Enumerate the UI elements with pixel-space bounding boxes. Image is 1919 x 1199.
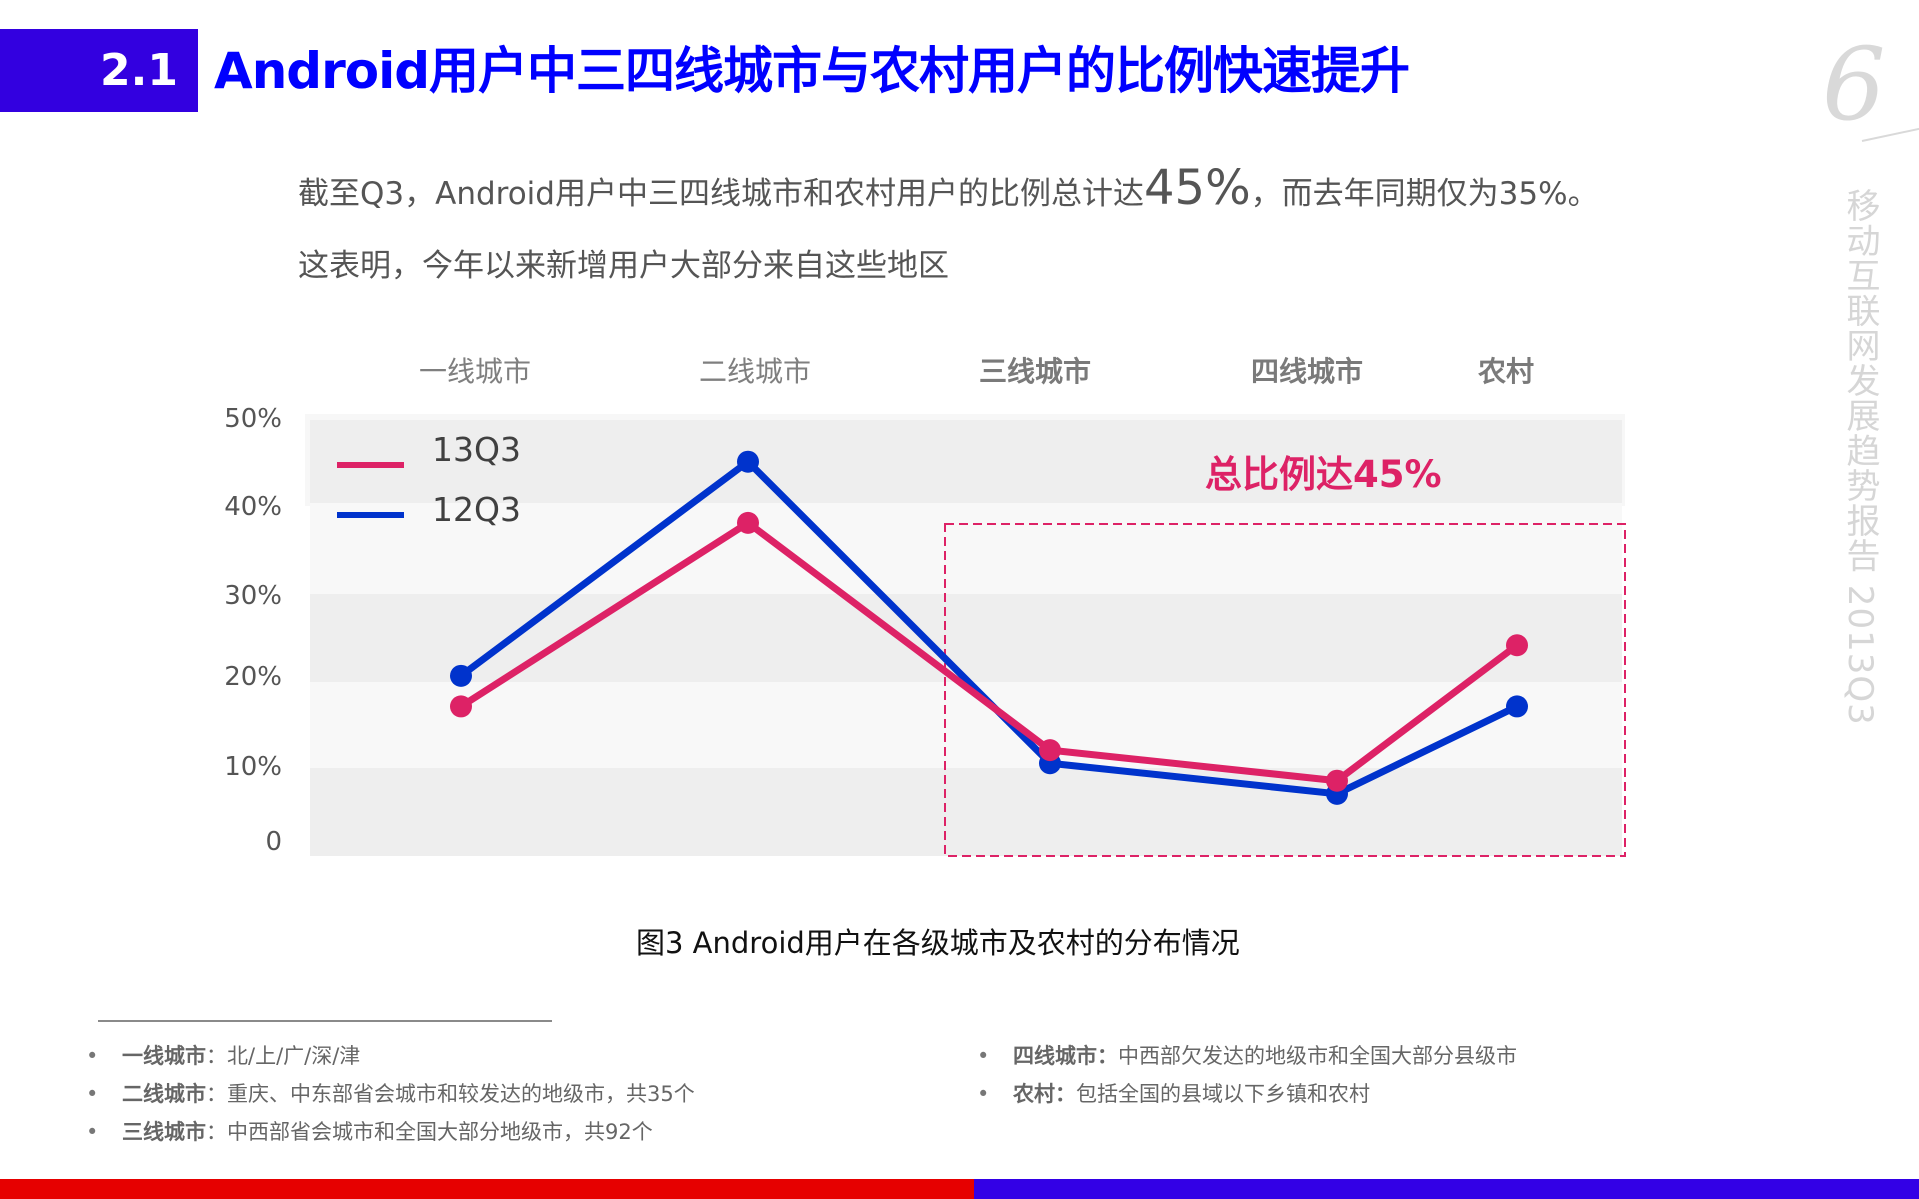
bullet-icon: •: [86, 1082, 99, 1106]
footnote-key: 一线城市: [122, 1044, 206, 1068]
page-number: 6: [1822, 26, 1886, 143]
footnote-tier1: • 一线城市：北/上/广/深/津: [86, 1040, 360, 1070]
summary-line-1: 截至Q3，Android用户中三四线城市和农村用户的比例总计达45%，而去年同期…: [298, 160, 1599, 216]
footnote-text: ：北/上/广/深/津: [206, 1044, 361, 1068]
footnote-text: 中西部欠发达的地级市和全国大部分县级市: [1118, 1044, 1517, 1068]
bullet-icon: •: [977, 1082, 990, 1106]
summary-highlight: 45%: [1143, 160, 1251, 216]
footnote-key: 二线城市: [122, 1082, 206, 1106]
bullet-icon: •: [977, 1044, 990, 1068]
y-tick-0: 0: [265, 827, 282, 857]
y-tick-30: 30%: [224, 581, 282, 611]
footer-bar-red: [0, 1179, 974, 1199]
footnote-tier4: • 四线城市：中西部欠发达的地级市和全国大部分县级市: [977, 1040, 1517, 1070]
footnote-key: 四线城市：: [1013, 1044, 1118, 1068]
summary-suffix: ，而去年同期仅为35%。: [1250, 176, 1599, 212]
series-lines: [450, 450, 1528, 805]
data-point: [1506, 634, 1528, 657]
highlight-box: [944, 523, 1626, 857]
report-side-title: 移动互联网发展趋势报告 2013Q3: [1840, 188, 1880, 726]
footnote-divider: [98, 1020, 552, 1022]
y-tick-20: 20%: [224, 662, 282, 692]
chart-background-bands: [305, 414, 1625, 856]
y-tick-10: 10%: [224, 752, 282, 782]
bullet-icon: •: [86, 1120, 99, 1144]
footnote-text: 包括全国的县域以下乡镇和农村: [1076, 1082, 1370, 1106]
summary-prefix: 截至Q3，Android用户中三四线城市和农村用户的比例总计达: [298, 176, 1144, 212]
category-label-tier2: 二线城市: [698, 355, 812, 388]
footnote-tier3: • 三线城市：中西部省会城市和全国大部分地级市，共92个: [86, 1116, 653, 1146]
data-point: [450, 664, 472, 687]
legend-13q3: 13Q3: [432, 430, 521, 469]
chart-caption: 图3 Android用户在各级城市及农村的分布情况: [636, 926, 1240, 960]
footnote-text: ：中西部省会城市和全国大部分地级市，共92个: [206, 1120, 653, 1144]
legend-swatches: [337, 462, 404, 518]
footnote-text: ：重庆、中东部省会城市和较发达的地级市，共35个: [206, 1082, 695, 1106]
y-tick-40: 40%: [224, 492, 282, 522]
data-point: [1039, 739, 1061, 762]
category-label-tier1: 一线城市: [418, 355, 532, 388]
footnote-rural: • 农村：包括全国的县域以下乡镇和农村: [977, 1078, 1370, 1108]
bullet-icon: •: [86, 1044, 99, 1068]
data-point: [737, 450, 759, 473]
footer-bar-blue: [974, 1179, 1919, 1199]
category-label-tier4: 四线城市: [1250, 355, 1364, 388]
footnote-key: 三线城市: [122, 1120, 206, 1144]
summary-line-2: 这表明，今年以来新增用户大部分来自这些地区: [298, 248, 949, 284]
category-label-rural: 农村: [1477, 355, 1535, 388]
data-point: [1326, 769, 1348, 792]
footnote-key: 农村：: [1013, 1082, 1076, 1106]
data-point: [1506, 695, 1528, 718]
section-number-block: 2.1: [0, 29, 198, 112]
data-point: [450, 695, 472, 718]
legend-12q3: 12Q3: [432, 490, 521, 529]
category-label-tier3: 三线城市: [978, 355, 1092, 388]
y-tick-50: 50%: [224, 404, 282, 434]
total-ratio-annotation: 总比例达45%: [1205, 453, 1442, 496]
data-point: [737, 511, 759, 534]
footnote-tier2: • 二线城市：重庆、中东部省会城市和较发达的地级市，共35个: [86, 1078, 695, 1108]
page-title: Android用户中三四线城市与农村用户的比例快速提升: [214, 42, 1410, 100]
